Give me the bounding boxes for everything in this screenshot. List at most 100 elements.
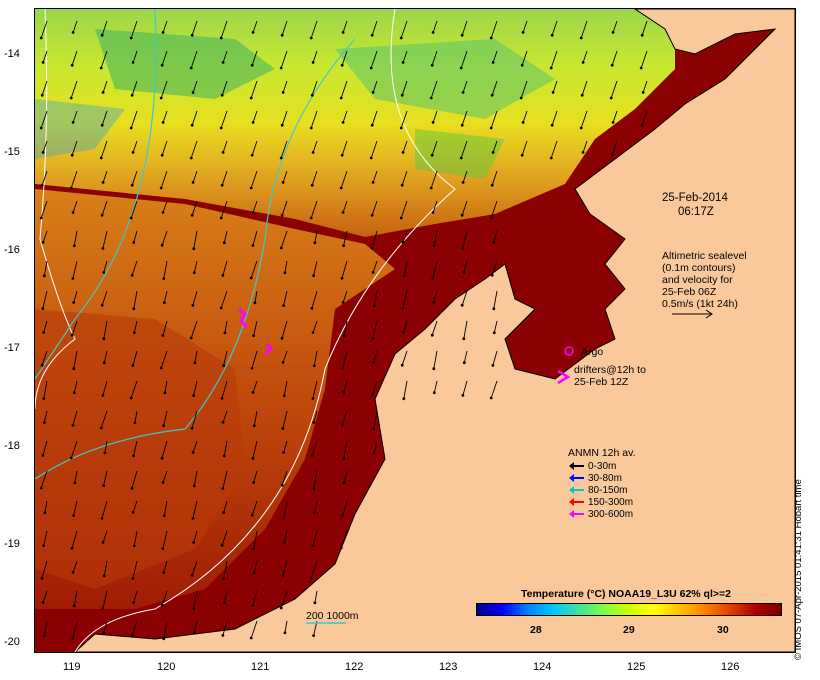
lon-tick: 119 (63, 661, 81, 673)
lat-tick: -15 (4, 146, 20, 158)
velocity-vector-head (190, 123, 194, 127)
velocity-vector (42, 230, 48, 243)
velocity-vector-head (340, 153, 344, 157)
velocity-vector (193, 590, 198, 609)
velocity-vector-head (192, 394, 196, 397)
velocity-vector-head (401, 151, 405, 154)
velocity-vector (253, 320, 258, 336)
velocity-vector-head (222, 601, 226, 605)
velocity-vector (460, 140, 468, 159)
velocity-vector (220, 110, 228, 129)
velocity-vector-head (189, 66, 193, 70)
velocity-vector-head (402, 274, 406, 278)
velocity-vector (521, 50, 528, 66)
velocity-vector (73, 380, 78, 393)
velocity-vector (340, 80, 348, 99)
velocity-vector-head (131, 151, 135, 154)
lat-tick: -18 (4, 440, 20, 452)
lat-tick: -17 (4, 342, 20, 354)
velocity-vector (314, 590, 318, 603)
velocity-vector-head (132, 544, 136, 548)
velocity-vector (312, 530, 318, 546)
drifter-track-2 (264, 343, 274, 356)
velocity-vector-head (341, 211, 345, 214)
velocity-vector (282, 410, 288, 429)
velocity-vector-head (401, 61, 405, 64)
velocity-vector (580, 20, 588, 39)
velocity-vector (402, 230, 408, 243)
velocity-vector (71, 320, 78, 336)
velocity-vector-head (459, 66, 463, 70)
velocity-vector (193, 530, 198, 543)
velocity-vector-head (190, 573, 194, 577)
velocity-vector (611, 50, 618, 66)
velocity-vector (610, 80, 618, 99)
velocity-vector-head (102, 361, 106, 365)
velocity-vector (463, 260, 468, 273)
velocity-vector-head (101, 247, 105, 250)
velocity-vector-head (102, 484, 105, 487)
velocity-vector-head (39, 36, 43, 40)
velocity-vector (223, 350, 228, 366)
velocity-vector (223, 500, 228, 513)
land-mass (74, 9, 795, 652)
velocity-vector-head (550, 33, 554, 37)
velocity-vector-head (221, 487, 225, 490)
velocity-vector-head (251, 391, 255, 394)
velocity-vector-head (341, 121, 345, 124)
velocity-vector-head (461, 247, 465, 250)
velocity-vector (314, 230, 318, 243)
velocity-vector (640, 50, 648, 69)
velocity-vector (190, 320, 198, 339)
velocity-vector-head (401, 307, 405, 310)
velocity-vector (313, 500, 318, 513)
velocity-vector-head (162, 637, 166, 641)
velocity-vector-head (222, 241, 226, 245)
velocity-vector (550, 140, 558, 159)
velocity-vector (101, 500, 108, 519)
velocity-vector-head (372, 304, 376, 308)
lon-tick: 123 (439, 661, 458, 673)
velocity-vector-head (219, 36, 223, 40)
velocity-vector-head (41, 151, 45, 154)
velocity-vector (40, 20, 48, 39)
velocity-vector (134, 410, 138, 423)
velocity-vector-head (252, 547, 256, 551)
velocity-vector (72, 560, 78, 573)
velocity-vector (581, 80, 588, 96)
velocity-vector-head (191, 451, 195, 454)
velocity-vector (373, 290, 378, 306)
velocity-vector-head (489, 126, 493, 130)
velocity-vector (102, 530, 108, 543)
velocity-vector-head (221, 421, 225, 424)
velocity-vector (400, 200, 408, 219)
isobath-label: 200 1000m (306, 610, 359, 622)
velocity-vector (310, 560, 318, 579)
velocity-vector (580, 110, 588, 129)
velocity-vector-head (372, 361, 376, 364)
velocity-vector-head (371, 181, 375, 184)
velocity-vector (253, 410, 258, 426)
velocity-vector-head (42, 397, 46, 401)
velocity-vector (342, 200, 348, 213)
velocity-vector (73, 500, 78, 516)
velocity-vector-head (369, 156, 373, 160)
velocity-vector-head (160, 153, 164, 157)
velocity-vector (283, 500, 288, 519)
velocity-vector-head (521, 31, 525, 34)
velocity-vector-head (160, 456, 164, 460)
velocity-vector (400, 110, 408, 129)
velocity-vector (161, 230, 168, 246)
drifter-marker-icon (557, 369, 570, 385)
velocity-vector (250, 260, 258, 279)
velocity-vector-head (159, 366, 163, 370)
velocity-vector-head (39, 216, 43, 220)
velocity-vector (102, 230, 108, 249)
anmn-item: 30-80m (569, 473, 622, 484)
velocity-vector-head (400, 363, 404, 367)
velocity-vector-head (372, 427, 376, 431)
velocity-vector-head (281, 361, 285, 364)
velocity-vector-head (250, 513, 254, 517)
velocity-vector (190, 50, 198, 69)
velocity-vector-head (280, 33, 284, 37)
